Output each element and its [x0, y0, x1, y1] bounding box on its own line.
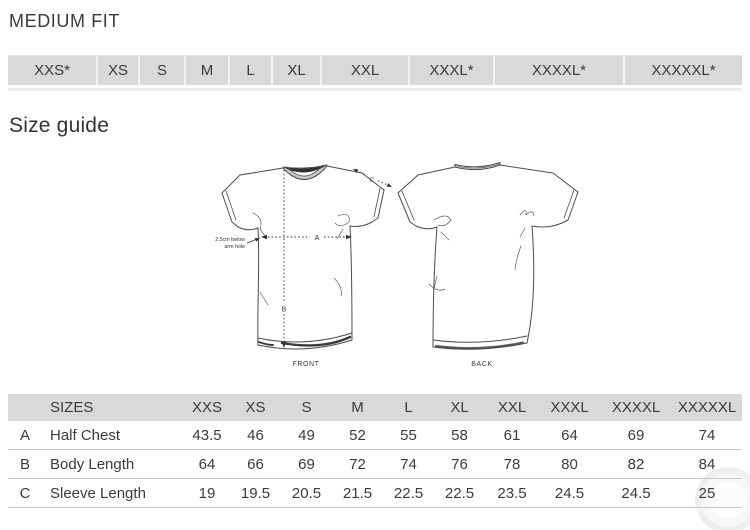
- cell-value: 19.5: [240, 484, 271, 502]
- size-option-l[interactable]: L: [230, 56, 273, 85]
- cell-value: 74: [400, 455, 417, 473]
- row-letter: B: [19, 455, 30, 473]
- size-selector-bar: XXS* XS S M L XL XXL XXXL* XXXXL* XXXXXL…: [8, 55, 742, 85]
- cell-value: 66: [247, 455, 264, 473]
- front-shirt-diagram: A B C 2.5cm below arm hole FRONT: [215, 164, 392, 368]
- dimension-line-c: [355, 170, 391, 187]
- cell-value: 20.5: [291, 484, 322, 502]
- header-col-xl: XL: [434, 394, 485, 421]
- header-sizes-label: SIZES: [42, 394, 184, 421]
- dimension-b-label: B: [282, 307, 287, 314]
- table-header-row: SIZES XXS XS S M L XL XXL XXXL XXXXL XXX…: [8, 394, 742, 421]
- header-col-xxxxxl: XXXXXL: [672, 394, 742, 421]
- annotation-pointer-arrow: [254, 237, 260, 242]
- dimension-c-arrow-right: [386, 183, 392, 187]
- cell-value: 55: [400, 426, 417, 444]
- cell-value: 46: [247, 426, 264, 444]
- cell-value: 74: [698, 426, 716, 444]
- header-col-xxxl: XXXL: [539, 394, 600, 421]
- row-label: Sleeve Length: [50, 484, 146, 502]
- size-guide-heading: Size guide: [9, 114, 110, 137]
- back-wrinkle-marks: [428, 210, 535, 291]
- cell-value: 61: [503, 426, 521, 444]
- watermark-stamp: [695, 467, 750, 530]
- cell-value: 43.5: [192, 426, 222, 444]
- cell-value: 64: [198, 455, 216, 473]
- size-option-s[interactable]: S: [140, 56, 186, 85]
- table-row-half-chest: A Half Chest 43.5 46 49 52 55 58 61 64 6…: [8, 421, 742, 450]
- header-letter-cell: [8, 394, 42, 421]
- cell-value: 76: [451, 455, 468, 473]
- size-option-xl[interactable]: XL: [273, 56, 322, 85]
- cell-value: 22.5: [444, 484, 475, 502]
- cell-value: 21.5: [342, 484, 373, 502]
- annotation-pointer-line: [246, 239, 257, 244]
- front-collar-band: [283, 165, 327, 180]
- size-bar-shadow-strip: [8, 88, 742, 91]
- dimension-a-label: A: [315, 235, 320, 242]
- cell-value: 19: [198, 484, 216, 502]
- size-option-xxl[interactable]: XXL: [322, 56, 410, 85]
- cell-value: 24.5: [621, 484, 651, 502]
- cell-value: 82: [627, 455, 645, 473]
- row-letter: A: [19, 426, 30, 444]
- cell-value: 24.5: [554, 484, 585, 502]
- front-shirt-outline: [221, 164, 385, 350]
- cell-value: 25: [698, 484, 716, 502]
- dimension-b-arrow: [281, 342, 287, 348]
- dimension-c-arrow-left: [353, 169, 359, 173]
- cell-value: 72: [349, 455, 366, 473]
- header-col-l: L: [383, 394, 434, 421]
- size-option-xxs[interactable]: XXS*: [8, 56, 98, 85]
- back-shirt-outline: [397, 162, 579, 350]
- size-option-m[interactable]: M: [186, 56, 230, 85]
- row-label: Body Length: [50, 455, 135, 473]
- cell-value: 49: [298, 426, 315, 444]
- cell-value: 78: [503, 455, 521, 473]
- cell-value: 69: [627, 426, 645, 444]
- table-row-body-length: B Body Length 64 66 69 72 74 76 78 80 82…: [8, 450, 742, 479]
- front-collar-back-shadow: [283, 165, 327, 173]
- size-option-xxxl[interactable]: XXXL*: [410, 56, 495, 85]
- header-col-xxxxl: XXXXL: [600, 394, 672, 421]
- table-row-sleeve-length: C Sleeve Length 19 19.5 20.5 21.5 22.5 2…: [8, 479, 742, 508]
- cell-value: 22.5: [393, 484, 424, 502]
- back-caption: BACK: [471, 361, 492, 368]
- dimension-a-arrow-right: [346, 234, 352, 240]
- measurement-table: SIZES XXS XS S M L XL XXL XXXL XXXXL XXX…: [8, 394, 742, 508]
- header-col-m: M: [332, 394, 383, 421]
- cell-value: 69: [298, 455, 315, 473]
- size-option-xxxxl[interactable]: XXXXL*: [495, 56, 625, 85]
- cell-value: 52: [349, 426, 366, 444]
- armhole-annotation-line2: arm hole: [224, 244, 245, 250]
- front-wrinkle-marks: [252, 212, 350, 306]
- cell-value: 64: [561, 426, 578, 444]
- dimension-c-label: C: [368, 176, 375, 184]
- cell-value: 23.5: [497, 484, 527, 502]
- cell-value: 58: [451, 426, 468, 444]
- size-option-xs[interactable]: XS: [98, 56, 140, 85]
- header-col-xxl: XXL: [485, 394, 539, 421]
- page-title: MEDIUM FIT: [9, 11, 120, 31]
- header-col-s: S: [281, 394, 332, 421]
- header-col-xs: XS: [230, 394, 281, 421]
- armhole-annotation-line1: 2.5cm below: [215, 237, 245, 243]
- size-option-xxxxxl[interactable]: XXXXXL*: [651, 62, 716, 79]
- header-col-xxs: XXS: [184, 394, 230, 421]
- cell-value: 80: [561, 455, 578, 473]
- cell-value: 84: [698, 455, 716, 473]
- front-caption: FRONT: [292, 361, 319, 368]
- dimension-a-arrow-left: [261, 234, 267, 240]
- row-letter: C: [19, 484, 31, 502]
- back-shirt-diagram: BACK: [397, 162, 579, 368]
- row-label: Half Chest: [50, 426, 121, 444]
